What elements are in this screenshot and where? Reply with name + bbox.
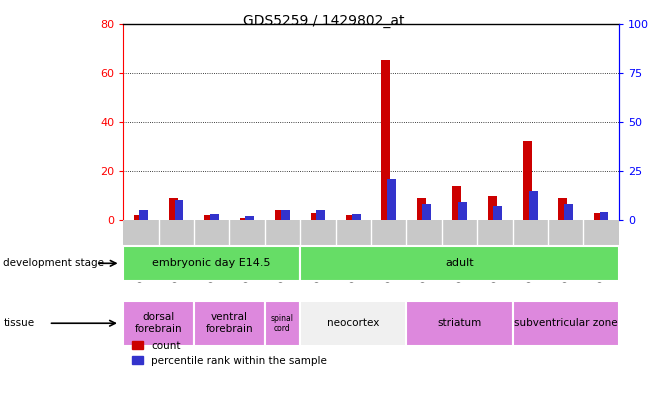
Bar: [382, 61, 390, 220]
Bar: [133, 215, 143, 220]
Text: ventral
forebrain: ventral forebrain: [205, 312, 253, 334]
Bar: [493, 206, 502, 220]
Bar: [240, 218, 249, 220]
Text: neocortex: neocortex: [327, 318, 380, 328]
Bar: [559, 198, 567, 220]
Text: dorsal
forebrain: dorsal forebrain: [135, 312, 182, 334]
Bar: [564, 204, 573, 220]
Bar: [210, 214, 219, 220]
Text: GDS5259 / 1429802_at: GDS5259 / 1429802_at: [243, 14, 405, 28]
Bar: [175, 200, 183, 220]
Bar: [281, 210, 290, 220]
Text: development stage: development stage: [3, 258, 104, 268]
Bar: [417, 198, 426, 220]
Bar: [310, 213, 319, 220]
Bar: [246, 216, 254, 220]
Text: adult: adult: [445, 258, 474, 268]
Legend: count, percentile rank within the sample: count, percentile rank within the sample: [128, 336, 331, 370]
Bar: [346, 215, 355, 220]
Bar: [352, 214, 360, 220]
Bar: [458, 202, 467, 220]
Text: subventricular zone: subventricular zone: [514, 318, 618, 328]
Bar: [422, 204, 432, 220]
Bar: [139, 210, 148, 220]
Bar: [594, 213, 603, 220]
Text: spinal
cord: spinal cord: [271, 314, 294, 333]
Bar: [488, 195, 496, 220]
Bar: [316, 210, 325, 220]
Bar: [452, 186, 461, 220]
Text: striatum: striatum: [437, 318, 481, 328]
Bar: [523, 141, 532, 220]
Text: embryonic day E14.5: embryonic day E14.5: [152, 258, 271, 268]
Bar: [599, 212, 608, 220]
Bar: [275, 210, 284, 220]
Text: tissue: tissue: [3, 318, 34, 328]
Bar: [169, 198, 178, 220]
Bar: [204, 215, 213, 220]
Bar: [387, 179, 396, 220]
Bar: [529, 191, 538, 220]
